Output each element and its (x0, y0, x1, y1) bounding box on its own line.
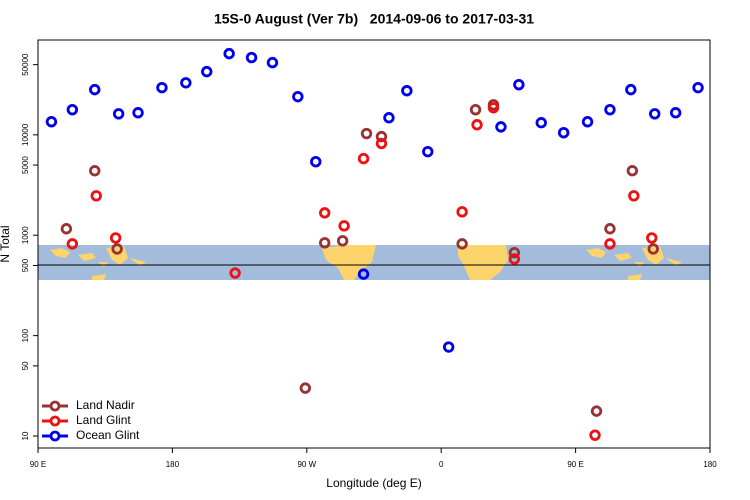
point (456, 206, 468, 218)
legend-label: Land Nadir (76, 398, 135, 412)
point (319, 237, 331, 249)
point (647, 243, 659, 255)
point (357, 152, 370, 165)
point (604, 223, 616, 235)
x-tick-label: 90 E (30, 460, 46, 469)
point (581, 116, 594, 128)
point (456, 238, 468, 250)
chart-title: 15S-0 August (Ver 7b) 2014-09-06 to 2017… (214, 11, 534, 27)
point (422, 145, 434, 158)
x-tick-label: 90 E (567, 460, 583, 469)
x-tick-label: 0 (439, 460, 444, 469)
point (557, 127, 570, 139)
land (50, 246, 146, 280)
y-tick-label: 100 (21, 328, 30, 342)
point (310, 155, 322, 168)
point (245, 51, 258, 64)
point (266, 56, 279, 69)
y-tick-label: 500 (21, 258, 30, 272)
legend-marker (49, 430, 61, 442)
point (628, 190, 640, 202)
point (111, 243, 123, 255)
x-tick-label: 180 (703, 460, 717, 469)
point (156, 81, 168, 94)
x-axis-label: Longitude (deg E) (326, 476, 421, 490)
point (646, 232, 658, 244)
point (336, 235, 349, 247)
point (319, 207, 331, 219)
point (495, 121, 507, 133)
point (375, 130, 388, 143)
land (586, 246, 682, 280)
point (508, 246, 521, 259)
y-tick-label: 5000 (21, 156, 30, 174)
point (649, 108, 661, 120)
point (109, 232, 122, 244)
point (60, 223, 73, 235)
point (357, 268, 370, 280)
y-tick-label: 50000 (21, 53, 30, 76)
plot-frame (37, 39, 711, 449)
legend-label: Land Glint (76, 413, 131, 427)
y-tick-label: 1000 (21, 226, 30, 244)
map-band (38, 245, 710, 280)
point (338, 220, 350, 232)
legend-label: Ocean Glint (76, 428, 140, 442)
point (66, 238, 79, 250)
point (375, 137, 388, 150)
point (292, 90, 304, 103)
land (458, 245, 508, 280)
point (669, 107, 682, 119)
point (90, 190, 102, 202)
y-tick-label: 10 (21, 431, 30, 440)
point (112, 108, 125, 120)
point (383, 112, 395, 124)
point (471, 119, 483, 131)
y-axis-label: N Total (0, 225, 12, 262)
x-tick-label: 90 W (297, 460, 316, 469)
land (322, 245, 376, 280)
point (535, 117, 547, 129)
point (589, 429, 601, 441)
point (604, 103, 616, 116)
point (89, 165, 101, 177)
point (132, 107, 144, 119)
point (66, 103, 79, 116)
point (223, 47, 235, 60)
point (626, 165, 639, 177)
point (442, 341, 455, 353)
x-tick-label: 180 (166, 460, 180, 469)
legend-marker (49, 415, 61, 427)
point (401, 85, 413, 97)
point (180, 77, 192, 89)
point (299, 382, 312, 394)
point (201, 65, 213, 78)
point (45, 116, 58, 128)
point (89, 83, 101, 96)
point (487, 102, 500, 114)
y-tick-label: 10000 (21, 123, 30, 146)
point (469, 103, 482, 116)
point (692, 81, 704, 94)
point (508, 253, 521, 265)
point (229, 267, 241, 279)
point (590, 405, 603, 417)
y-tick-label: 50 (21, 361, 30, 370)
legend-marker (49, 400, 61, 412)
point (513, 78, 525, 91)
point (360, 127, 373, 140)
point (625, 83, 637, 96)
point (604, 238, 616, 250)
